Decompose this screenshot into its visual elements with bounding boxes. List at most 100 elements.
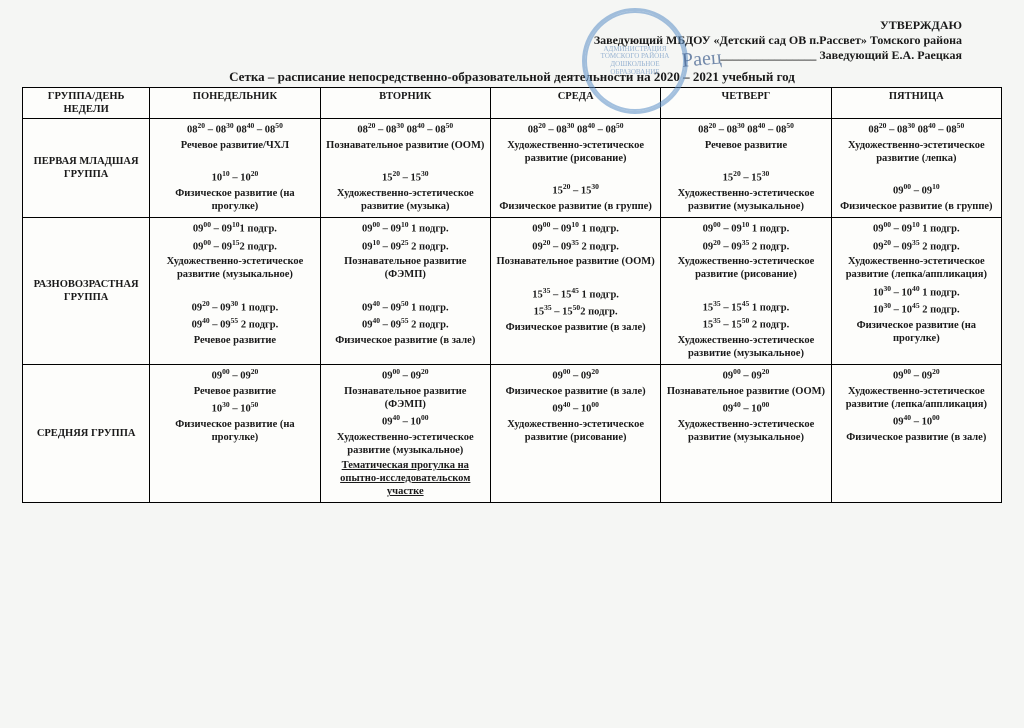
cell-line: 1520 – 1530 <box>495 182 656 198</box>
schedule-cell: 0900 – 0910 1 подгр. 0910 – 0925 2 подгр.… <box>320 218 490 365</box>
cell-line: 0900 – 0910 <box>836 182 997 198</box>
cell-line: 0820 – 0830 0840 – 0850 <box>325 121 486 137</box>
cell-line: Художественно-эстетическое развитие (леп… <box>836 139 997 165</box>
schedule-cell: 0900 – 0920 Познавательное развитие (ООМ)… <box>661 365 831 503</box>
cell-line: Физическое развитие (на прогулке) <box>154 187 315 213</box>
cell-line: Познавательное развитие (ФЭМП) <box>325 385 486 411</box>
page-title: Сетка – расписание непосредственно-образ… <box>22 69 1002 85</box>
cell-line: Речевое развитие/ЧХЛ <box>154 139 315 152</box>
header-line2: Заведующий МБДОУ «Детский сад ОВ п.Рассв… <box>22 33 962 48</box>
cell-line: Физическое развитие (в группе) <box>495 200 656 213</box>
cell-line: Познавательное развитие (ООМ) <box>325 139 486 152</box>
cell-line: 0900 – 0910 1 подгр. <box>325 220 486 236</box>
cell-line: Физическое развитие (в зале) <box>495 385 656 398</box>
cell-line: 0900 – 0910 1 подгр. <box>495 220 656 236</box>
cell-line: Художественно-эстетическое развитие (рис… <box>495 418 656 444</box>
cell-line: 0940 – 0955 2 подгр. <box>154 316 315 332</box>
cell-line: Художественно-эстетическое развитие (муз… <box>665 418 826 444</box>
cell-line: Физическое развитие (на прогулке) <box>154 418 315 444</box>
cell-line <box>495 270 656 283</box>
table-row: РАЗНОВОЗРАСТНАЯ ГРУППА0900 – 09101 подгр… <box>23 218 1002 365</box>
cell-line: 0940 – 1000 <box>325 413 486 429</box>
cell-line: Тематическая прогулка на опытно-исследов… <box>325 459 486 498</box>
cell-line: Физическое развитие (в группе) <box>836 200 997 213</box>
cell-line: Художественно-эстетическое развитие (рис… <box>495 139 656 165</box>
cell-line: Физическое развитие (в зале) <box>325 334 486 347</box>
cell-line: Физическое развитие (в зале) <box>495 321 656 334</box>
cell-line: 1010 – 1020 <box>154 169 315 185</box>
cell-line: 0900 – 0910 1 подгр. <box>665 220 826 236</box>
schedule-cell: 0900 – 09101 подгр.0900 – 09152 подгр.Ху… <box>150 218 320 365</box>
approval-header: АДМИНИСТРАЦИЯ ТОМСКОГО РАЙОНА ДОШКОЛЬНОЕ… <box>22 18 962 63</box>
cell-line: 0820 – 0830 0840 – 0850 <box>665 121 826 137</box>
schedule-cell: 0820 – 0830 0840 – 0850 Художественно-эст… <box>831 119 1001 218</box>
cell-line: 0920 – 0935 2 подгр. <box>836 238 997 254</box>
cell-line: Познавательное развитие (ООМ) <box>495 255 656 268</box>
column-header: ПЯТНИЦА <box>831 88 1001 119</box>
cell-line: Художественно-эстетическое развитие (муз… <box>665 334 826 360</box>
cell-line: 0900 – 0920 <box>665 367 826 383</box>
cell-line: 0940 – 0950 1 подгр. <box>325 299 486 315</box>
cell-line: Речевое развитие <box>665 139 826 152</box>
cell-line: 1535 – 15502 подгр. <box>495 303 656 319</box>
cell-line: Речевое развитие <box>154 385 315 398</box>
cell-line: 0820 – 0830 0840 – 0850 <box>154 121 315 137</box>
cell-line: 0940 – 1000 <box>665 400 826 416</box>
cell-line: 0910 – 0925 2 подгр. <box>325 238 486 254</box>
schedule-cell: 0900 – 0910 1 подгр. 0920 – 0935 2 подгр.… <box>831 218 1001 365</box>
cell-line: 0820 – 0830 0840 – 0850 <box>495 121 656 137</box>
cell-line: 1030 – 1050 <box>154 400 315 416</box>
cell-line: 0940 – 0955 2 подгр. <box>325 316 486 332</box>
cell-line: Физическое развитие (на прогулке) <box>836 319 997 345</box>
approve-label: УТВЕРЖДАЮ <box>22 18 962 33</box>
schedule-cell: 0900 – 0920Художественно-эстетическое ра… <box>831 365 1001 503</box>
schedule-cell: 0900 – 0910 1 подгр.0920 – 0935 2 подгр.… <box>490 218 660 365</box>
cell-line: 0900 – 0920 <box>154 367 315 383</box>
cell-line <box>836 167 997 180</box>
cell-line <box>665 284 826 297</box>
cell-line <box>495 167 656 180</box>
cell-line: 0920 – 0935 2 подгр. <box>665 238 826 254</box>
column-header: ПОНЕДЕЛЬНИК <box>150 88 320 119</box>
cell-line: 0920 – 0930 1 подгр. <box>154 299 315 315</box>
cell-line: 1520 – 1530 <box>325 169 486 185</box>
cell-line: 0940 – 1000 <box>836 413 997 429</box>
cell-line <box>154 284 315 297</box>
schedule-cell: 0820 – 0830 0840 – 0850 Художественно-эст… <box>490 119 660 218</box>
cell-line: 0900 – 0910 1 подгр. <box>836 220 997 236</box>
schedule-cell: 0900 – 0920 Физическое развитие (в зале) 0… <box>490 365 660 503</box>
cell-line: Физическое развитие (в зале) <box>836 431 997 444</box>
cell-line: 0900 – 09152 подгр. <box>154 238 315 254</box>
schedule-cell: 0820 – 0830 0840 – 0850Речевое развитие … <box>661 119 831 218</box>
cell-line: Художественно-эстетическое развитие (леп… <box>836 255 997 281</box>
cell-line: 1535 – 1545 1 подгр. <box>665 299 826 315</box>
cell-line: 0940 – 1000 <box>495 400 656 416</box>
cell-line: Художественно-эстетическое развитие (муз… <box>154 255 315 281</box>
cell-line <box>325 284 486 297</box>
cell-line: Художественно-эстетическое развитие (рис… <box>665 255 826 281</box>
cell-line: 1030 – 1040 1 подгр. <box>836 284 997 300</box>
cell-line: Художественно-эстетическое развитие (муз… <box>325 431 486 457</box>
cell-line: 1535 – 1550 2 подгр. <box>665 316 826 332</box>
cell-line: 0900 – 0920 <box>495 367 656 383</box>
schedule-cell: 0900 – 0920Познавательное развитие (ФЭМП… <box>320 365 490 503</box>
cell-line: Художественно-эстетическое развитие (леп… <box>836 385 997 411</box>
cell-line: Познавательное развитие (ФЭМП) <box>325 255 486 281</box>
cell-line: 1535 – 1545 1 подгр. <box>495 286 656 302</box>
cell-line: 0820 – 0830 0840 – 0850 <box>836 121 997 137</box>
table-row: СРЕДНЯЯ ГРУППА0900 – 0920Речевое развити… <box>23 365 1002 503</box>
signature-icon: Раец <box>681 46 722 72</box>
cell-line <box>325 154 486 167</box>
header-line3: ________________ Заведующий Е.А. Раецкая <box>22 48 962 63</box>
table-header-row: ГРУППА/ДЕНЬ НЕДЕЛИПОНЕДЕЛЬНИКВТОРНИКСРЕД… <box>23 88 1002 119</box>
schedule-cell: 0820 – 0830 0840 – 0850 Познавательное ра… <box>320 119 490 218</box>
cell-line: Познавательное развитие (ООМ) <box>665 385 826 398</box>
group-label: РАЗНОВОЗРАСТНАЯ ГРУППА <box>23 218 150 365</box>
cell-line: Речевое развитие <box>154 334 315 347</box>
stamp-icon: АДМИНИСТРАЦИЯ ТОМСКОГО РАЙОНА ДОШКОЛЬНОЕ… <box>582 8 688 114</box>
column-header: ВТОРНИК <box>320 88 490 119</box>
table-row: ПЕРВАЯ МЛАДШАЯ ГРУППА0820 – 0830 0840 – … <box>23 119 1002 218</box>
cell-line: Художественно-эстетическое развитие (муз… <box>325 187 486 213</box>
column-header: ГРУППА/ДЕНЬ НЕДЕЛИ <box>23 88 150 119</box>
schedule-cell: 0900 – 0920 Речевое развитие 1030 – 1050 Фи… <box>150 365 320 503</box>
